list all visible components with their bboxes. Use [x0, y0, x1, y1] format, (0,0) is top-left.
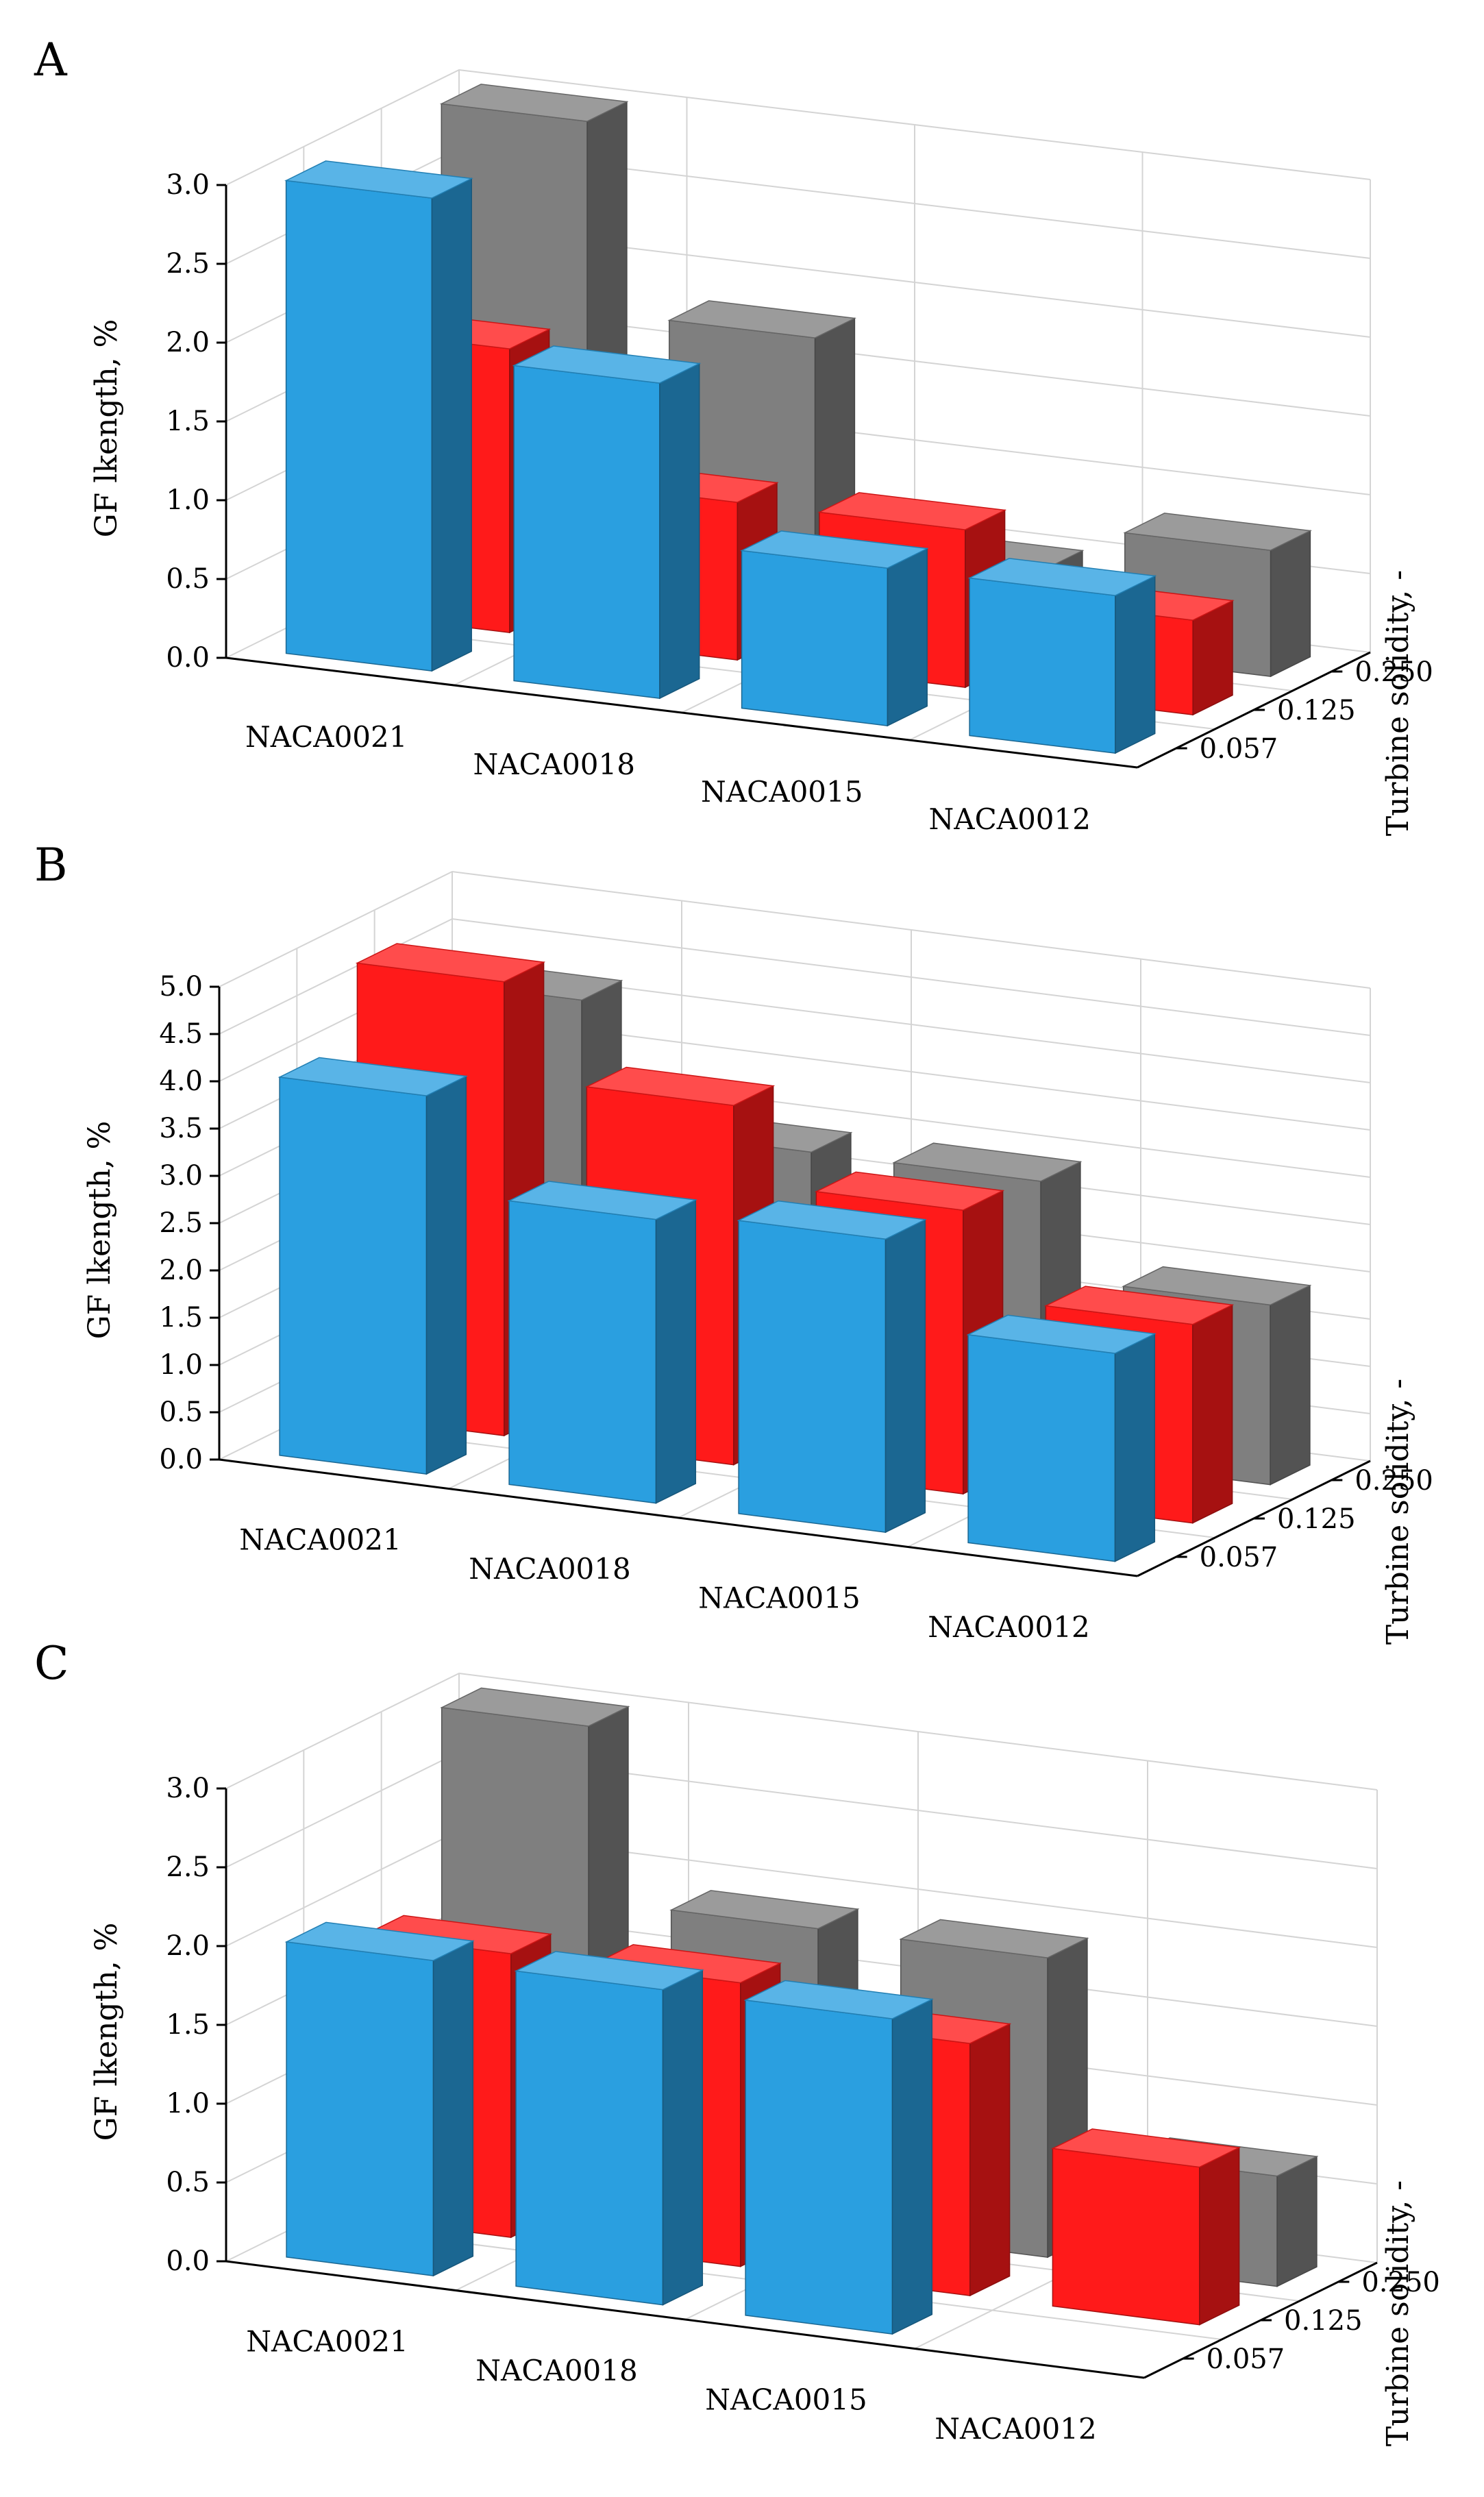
z-axis-title: Turbine solidity, -	[1381, 1379, 1415, 1645]
x-category-label: NACA0018	[469, 1552, 630, 1586]
z-tick-label: 0.125	[1284, 2305, 1363, 2337]
bar	[284, 1921, 475, 2277]
y-tick-label: 1.5	[166, 406, 210, 437]
x-category-label: NACA0012	[928, 1610, 1089, 1644]
x-category-label: NACA0018	[473, 748, 635, 781]
y-tick-label: 0.5	[159, 1397, 203, 1428]
y-axis-title: GF lkength, %	[89, 319, 124, 538]
x-axis-line	[225, 656, 1138, 769]
x-category-label: NACA0015	[698, 1581, 860, 1614]
panel-label-A: A	[34, 34, 68, 86]
bar	[966, 1314, 1157, 1562]
x-category-label: NACA0015	[705, 2383, 867, 2416]
panel-label-C: C	[34, 1637, 69, 1690]
x-category-label: NACA0021	[245, 720, 407, 754]
y-tick-label: 0.5	[166, 563, 210, 595]
y-tick-label: 3.0	[159, 1160, 203, 1192]
y-tick-label: 1.5	[159, 1302, 203, 1333]
bar	[1050, 2128, 1241, 2326]
y-tick-label: 0.0	[166, 642, 210, 674]
chart-panel-B: B 0.0 0.5 1.0 1.5 2.0 2.5 3.0 3.5 4.0 4.5 5.0 GF lke…	[34, 839, 1433, 1645]
gridline	[225, 1751, 1378, 1869]
gridline	[225, 69, 1371, 186]
x-category-label: NACA0015	[701, 775, 863, 809]
bar	[737, 1200, 927, 1534]
y-tick-label: 3.0	[166, 1773, 210, 1804]
y-tick-label: 0.0	[159, 1444, 203, 1475]
bar	[507, 1181, 697, 1504]
y-tick-label: 3.5	[159, 1113, 203, 1144]
bar	[740, 530, 929, 727]
x-category-label: NACA0012	[935, 2412, 1096, 2446]
panel-label-B: B	[34, 839, 68, 891]
z-tick-label: 0.057	[1200, 1542, 1278, 1573]
y-tick-label: 3.0	[166, 169, 210, 201]
y-tick-label: 1.0	[166, 2088, 210, 2119]
y-tick-label: 2.0	[166, 1930, 210, 1962]
z-axis-title: Turbine solidity, -	[1381, 2180, 1415, 2446]
y-tick-label: 2.5	[166, 1852, 210, 1883]
y-tick-label: 0.5	[166, 2167, 210, 2198]
y-tick-label: 1.0	[166, 484, 210, 516]
bar	[512, 345, 702, 700]
y-tick-label: 4.0	[159, 1066, 203, 1097]
y-tick-label: 1.5	[166, 2009, 210, 2041]
y-tick-label: 2.0	[166, 327, 210, 358]
bar	[284, 160, 473, 672]
z-tick-label: 0.250	[1361, 2267, 1440, 2298]
y-tick-label: 1.0	[159, 1349, 203, 1381]
x-category-label: NACA0018	[475, 2354, 637, 2387]
y-axis-title: GF lkength, %	[82, 1121, 117, 1340]
z-tick-label: 0.125	[1277, 1503, 1356, 1535]
x-axis-line	[219, 1458, 1138, 1577]
bar	[514, 1951, 704, 2306]
z-axis-title: Turbine solidity, -	[1381, 570, 1415, 836]
z-tick-label: 0.057	[1207, 2344, 1285, 2375]
z-tick-label: 0.250	[1355, 656, 1433, 688]
x-axis-line	[225, 2260, 1145, 2379]
y-tick-label: 5.0	[159, 971, 203, 1003]
y-tick-label: 2.5	[166, 248, 210, 280]
x-category-label: NACA0021	[246, 2324, 408, 2358]
z-tick-label: 0.057	[1200, 733, 1278, 765]
bar	[743, 1980, 934, 2335]
y-axis-title: GF lkength, %	[89, 1923, 124, 2141]
chart-panel-A: A 0.0 0.5 1.0 1.5 2.0 2.5 3.0 GF lkength, % 0.057…	[34, 34, 1433, 836]
y-tick-label: 0.0	[166, 2246, 210, 2277]
x-category-label: NACA0021	[239, 1523, 401, 1556]
gridline	[225, 1672, 1378, 1791]
y-tick-label: 4.5	[159, 1018, 203, 1050]
z-tick-label: 0.125	[1277, 695, 1356, 726]
y-tick-label: 2.0	[159, 1255, 203, 1286]
bar	[967, 558, 1157, 754]
chart-panel-C: C 0.0 0.5 1.0 1.5 2.0 2.5 3.0 GF lkength, % 0.057…	[34, 1637, 1440, 2446]
x-category-label: NACA0012	[929, 802, 1091, 836]
y-tick-label: 2.5	[159, 1207, 203, 1239]
z-tick-label: 0.250	[1355, 1465, 1433, 1497]
bar	[277, 1057, 468, 1475]
